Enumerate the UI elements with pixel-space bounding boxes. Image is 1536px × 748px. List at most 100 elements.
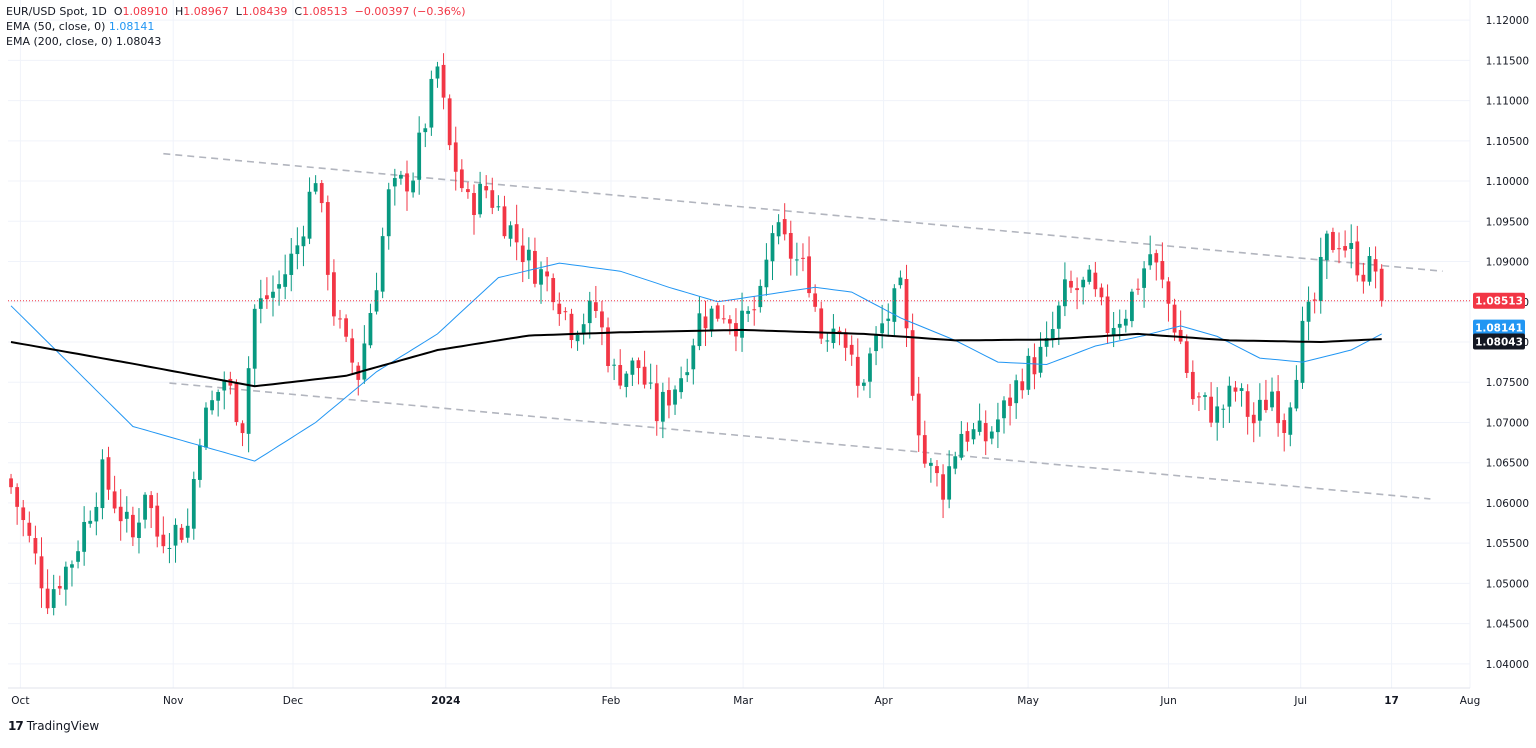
- y-tick-label: 1.11500: [1486, 55, 1529, 67]
- candle-body: [892, 288, 897, 322]
- x-tick-label: Aug: [1460, 695, 1481, 707]
- candle-body: [429, 78, 434, 128]
- candle-body: [1361, 274, 1366, 282]
- candle-body: [1148, 254, 1153, 266]
- candle-body: [788, 233, 793, 259]
- candle-body: [520, 245, 525, 263]
- candle-body: [1306, 301, 1311, 322]
- trendline-layer: [163, 152, 1443, 500]
- candle-body: [374, 290, 379, 312]
- candle-body: [161, 534, 166, 547]
- candle-body: [319, 183, 324, 204]
- candle-body: [173, 524, 178, 546]
- candle-body: [94, 506, 99, 522]
- ema200-row[interactable]: EMA (200, close, 0) 1.08043: [6, 34, 466, 49]
- candle-body: [1032, 357, 1037, 375]
- candle-body: [630, 360, 635, 375]
- candle-body: [983, 423, 988, 442]
- candle-body: [380, 236, 385, 292]
- x-tick-label: Jun: [1159, 695, 1176, 707]
- candle-body: [21, 507, 26, 521]
- candle-body: [947, 466, 952, 500]
- candle-body: [557, 303, 562, 315]
- y-tick-label: 1.06000: [1486, 498, 1529, 510]
- candle-body: [703, 316, 708, 329]
- close-label: C: [294, 5, 303, 18]
- candle-body: [581, 324, 586, 333]
- candle-body: [1379, 268, 1384, 301]
- candle-body: [526, 249, 531, 261]
- candle-body: [965, 431, 970, 442]
- candle-body: [258, 298, 263, 309]
- candle-body: [569, 313, 574, 341]
- x-tick-label: 2024: [431, 695, 460, 707]
- candle-body: [849, 344, 854, 355]
- candle-body: [1190, 371, 1195, 400]
- candle-body: [423, 128, 428, 133]
- candle-body: [289, 253, 294, 275]
- y-tick-label: 1.11000: [1486, 96, 1529, 108]
- candle-body: [435, 66, 440, 79]
- candle-body: [636, 360, 641, 369]
- candle-body: [587, 300, 592, 324]
- candle-body: [27, 522, 32, 536]
- price-label-ema200-bg: [1473, 333, 1525, 350]
- y-tick-label: 1.04000: [1486, 659, 1529, 671]
- candle-body: [1318, 256, 1323, 301]
- candle-body: [1069, 280, 1073, 288]
- y-tick-label: 1.07000: [1486, 417, 1529, 429]
- candle-body: [307, 191, 312, 239]
- time-axis[interactable]: Oct Nov Dec 2024 Feb Mar Apr May Jun Jul 17 Aug: [11, 695, 1480, 707]
- candle-body: [545, 271, 550, 277]
- x-tick-label: Jul: [1293, 695, 1307, 707]
- candle-body: [1312, 299, 1317, 301]
- candle-body: [1197, 396, 1201, 398]
- candle-body: [392, 178, 397, 187]
- candle-body: [88, 520, 93, 524]
- ema200-line: [10, 328, 1382, 388]
- candle-body: [453, 142, 458, 172]
- price-label-ema50-bg: [1473, 319, 1525, 336]
- ema-layer: [10, 262, 1382, 462]
- x-tick-label: Oct: [11, 695, 29, 707]
- price-label-ema200: 1.08043: [1475, 337, 1523, 349]
- candle-body: [691, 345, 696, 370]
- candle-body: [240, 423, 245, 434]
- candle-body: [752, 309, 757, 311]
- y-tick-label: 1.04500: [1486, 619, 1529, 631]
- y-tick-label: 1.05000: [1486, 578, 1529, 590]
- symbol-label[interactable]: EUR/USD Spot, 1D: [6, 5, 107, 18]
- candle-body: [715, 305, 720, 319]
- candle-body: [618, 365, 623, 386]
- close-value: 1.08513: [302, 5, 348, 18]
- y-tick-label: 1.06500: [1486, 458, 1529, 470]
- candle-body: [746, 310, 751, 314]
- candle-body: [1093, 272, 1098, 290]
- candle-body: [1063, 279, 1067, 307]
- candle-body: [155, 505, 160, 537]
- candle-body: [600, 311, 604, 328]
- ema200-value: 1.08043: [115, 35, 162, 48]
- candle-body: [1111, 327, 1116, 336]
- candle-body: [277, 284, 281, 289]
- candle-body: [1349, 243, 1354, 249]
- candle-body: [332, 272, 336, 317]
- candle-body: [466, 189, 470, 193]
- candle-body: [185, 525, 190, 538]
- candle-body: [593, 302, 598, 311]
- candle-body: [386, 189, 391, 237]
- candle-body: [807, 256, 811, 294]
- price-label-last-bg: [1473, 292, 1525, 309]
- ema50-row[interactable]: EMA (50, close, 0) 1.08141: [6, 19, 466, 34]
- candle-body: [1270, 391, 1274, 408]
- tradingview-brand[interactable]: 17 TradingView: [8, 719, 99, 733]
- candle-body: [727, 319, 732, 324]
- price-axis[interactable]: 1.12000 1.11500 1.11000 1.10500 1.10000 1.095…: [1473, 15, 1529, 671]
- candle-body: [459, 169, 464, 189]
- candle-body: [1081, 279, 1086, 288]
- candle-body: [1294, 379, 1299, 409]
- candle-body: [1117, 323, 1122, 328]
- candle-body: [313, 183, 318, 192]
